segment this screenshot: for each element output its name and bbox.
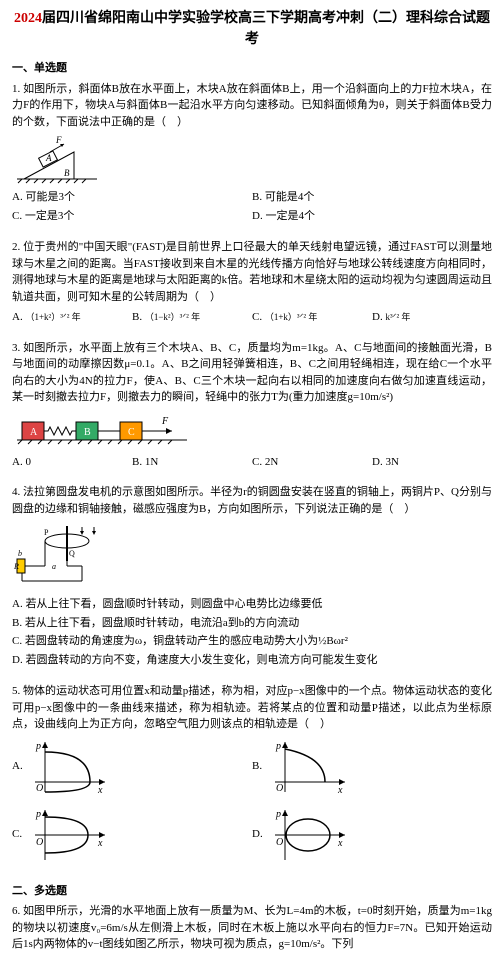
svg-text:p: p <box>35 809 41 820</box>
svg-text:O: O <box>276 783 283 794</box>
svg-text:B: B <box>64 168 70 178</box>
question-4: 4. 法拉第圆盘发电机的示意图如图所示。半径为r的铜圆盘安装在竖直的铜轴上，两铜… <box>12 484 492 669</box>
section-single: 一、单选题 <box>12 60 492 77</box>
q4-optC: C. 若圆盘转动的角速度为ω，铜盘转动产生的感应电动势大小为½Bωr² <box>12 632 492 651</box>
q5-chartB: B. p x O <box>252 737 492 797</box>
svg-text:F: F <box>161 416 169 427</box>
q1-stem: 1. 如图所示，斜面体B放在水平面上，木块A放在斜面体B上，用一个沿斜面向上的力… <box>12 81 492 131</box>
q2-optC: C. （1+k）³ᐟ² 年 <box>252 309 372 326</box>
q4-optA: A. 若从上往下看，圆盘顺时针转动，则圆盘中心电势比边缘要低 <box>12 595 492 614</box>
q3-optB: B. 1N <box>132 454 252 471</box>
q3-figure: A B C F <box>12 410 492 450</box>
q4-options: A. 若从上往下看，圆盘顺时针转动，则圆盘中心电势比边缘要低 B. 若从上往下看… <box>12 595 492 669</box>
svg-text:x: x <box>97 838 103 849</box>
question-2: 2. 位于贵州的"中国天眼"(FAST)是目前世界上口径最大的单天线射电望远镜，… <box>12 239 492 326</box>
svg-text:x: x <box>337 785 343 796</box>
q1-optB: B. 可能是4个 <box>252 188 492 207</box>
q5-chartA: A. p x O <box>12 737 252 797</box>
svg-text:F: F <box>55 135 62 145</box>
svg-text:p: p <box>275 741 281 752</box>
svg-text:C: C <box>128 427 135 438</box>
q3-optD: D. 3N <box>372 454 492 471</box>
svg-text:P: P <box>44 528 49 537</box>
title-year: 2024 <box>14 11 42 26</box>
svg-text:b: b <box>18 549 22 558</box>
question-3: 3. 如图所示，水平面上放有三个木块A、B、C，质量均为m=1kg。A、C与地面… <box>12 340 492 471</box>
svg-text:A: A <box>45 153 52 163</box>
q3-stem: 3. 如图所示，水平面上放有三个木块A、B、C，质量均为m=1kg。A、C与地面… <box>12 340 492 406</box>
q4-optD: D. 若圆盘转动的方向不变，角速度大小发生变化，则电流方向可能发生变化 <box>12 651 492 670</box>
q1-options: A. 可能是3个 B. 可能是4个 C. 一定是3个 D. 一定是4个 <box>12 188 492 225</box>
svg-text:R: R <box>13 562 19 571</box>
q3-options: A. 0 B. 1N C. 2N D. 3N <box>12 454 492 471</box>
q6-stem: 6. 如图甲所示，光滑的水平地面上放有一质量为M、长为L=4m的木板，t=0时刻… <box>12 903 492 953</box>
q5-optC: C. <box>12 826 30 843</box>
q3-optA: A. 0 <box>12 454 132 471</box>
svg-text:O: O <box>276 837 283 848</box>
q5-chartD: D. p x O <box>252 805 492 865</box>
q5-stem: 5. 物体的运动状态可用位置x和动量p描述，称为相，对应p−x图像中的一个点。物… <box>12 683 492 733</box>
q4-stem: 4. 法拉第圆盘发电机的示意图如图所示。半径为r的铜圆盘安装在竖直的铜轴上，两铜… <box>12 484 492 517</box>
q4-figure: b R a P Q <box>12 521 492 591</box>
q5-optB: B. <box>252 758 270 775</box>
svg-text:A: A <box>30 427 38 438</box>
q1-optC: C. 一定是3个 <box>12 207 252 226</box>
q3-optC: C. 2N <box>252 454 372 471</box>
page-title: 2024届四川省绵阳南山中学实验学校高三下学期高考冲刺（二）理科综合试题考 <box>12 8 492 50</box>
q5-charts: A. p x O B. p x O <box>12 733 492 869</box>
svg-text:O: O <box>36 837 43 848</box>
question-6: 6. 如图甲所示，光滑的水平地面上放有一质量为M、长为L=4m的木板，t=0时刻… <box>12 903 492 953</box>
q5-chartC: C. p x O <box>12 805 252 865</box>
q4-optB: B. 若从上往下看，圆盘顺时针转动，电流沿a到b的方向流动 <box>12 614 492 633</box>
svg-text:p: p <box>35 741 41 752</box>
q2-optB: B. （1−k²）³ᐟ² 年 <box>132 309 252 326</box>
svg-text:p: p <box>275 809 281 820</box>
svg-text:x: x <box>97 785 103 796</box>
svg-text:Q: Q <box>69 549 75 558</box>
q5-optD: D. <box>252 826 270 843</box>
section-multi: 二、多选题 <box>12 883 492 900</box>
q1-figure: A B F <box>12 134 492 184</box>
svg-text:a: a <box>52 562 56 571</box>
q2-options: A. （1+k²）³ᐟ² 年 B. （1−k²）³ᐟ² 年 C. （1+k）³ᐟ… <box>12 309 492 326</box>
svg-text:O: O <box>36 783 43 794</box>
question-1: 1. 如图所示，斜面体B放在水平面上，木块A放在斜面体B上，用一个沿斜面向上的力… <box>12 81 492 226</box>
q2-optA: A. （1+k²）³ᐟ² 年 <box>12 309 132 326</box>
q1-optD: D. 一定是4个 <box>252 207 492 226</box>
q5-optA: A. <box>12 758 30 775</box>
q2-stem: 2. 位于贵州的"中国天眼"(FAST)是目前世界上口径最大的单天线射电望远镜，… <box>12 239 492 305</box>
title-rest: 届四川省绵阳南山中学实验学校高三下学期高考冲刺（二）理科综合试题考 <box>42 11 490 47</box>
svg-text:B: B <box>84 427 91 438</box>
q1-optA: A. 可能是3个 <box>12 188 252 207</box>
q2-optD: D. k³ᐟ² 年 <box>372 309 492 326</box>
svg-text:x: x <box>337 838 343 849</box>
question-5: 5. 物体的运动状态可用位置x和动量p描述，称为相，对应p−x图像中的一个点。物… <box>12 683 492 869</box>
